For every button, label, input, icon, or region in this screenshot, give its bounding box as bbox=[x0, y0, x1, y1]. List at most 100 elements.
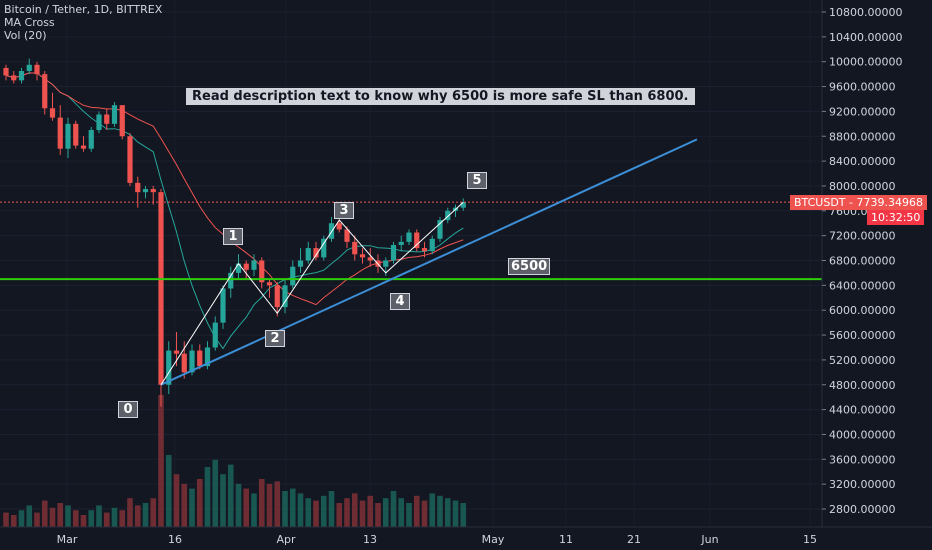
candlesticks bbox=[3, 58, 466, 407]
chart-grid bbox=[0, 11, 822, 510]
time-tick-label: May bbox=[482, 533, 505, 546]
volume-bars bbox=[3, 395, 467, 527]
candle-body bbox=[367, 257, 373, 261]
volume-bar bbox=[297, 493, 304, 527]
price-tick-label: 8000.00000 bbox=[829, 180, 895, 193]
volume-bar bbox=[134, 505, 141, 527]
volume-bar bbox=[320, 495, 327, 527]
volume-bar bbox=[34, 512, 40, 527]
volume-bar bbox=[196, 479, 203, 527]
candle-body bbox=[104, 114, 110, 124]
symbol-title: Bitcoin / Tether, 1D, BITTREX bbox=[4, 3, 163, 16]
candle-body bbox=[212, 322, 218, 348]
candle-body bbox=[321, 238, 327, 258]
candle-body bbox=[228, 272, 234, 289]
candle-body bbox=[390, 244, 397, 261]
candle-body bbox=[437, 220, 443, 239]
candle-body bbox=[220, 288, 226, 323]
candle-body bbox=[142, 189, 149, 193]
candle-body bbox=[111, 105, 118, 124]
candle-body bbox=[57, 117, 63, 149]
candle-body bbox=[297, 260, 304, 267]
candle-body bbox=[259, 260, 265, 283]
price-tick-label: 6800.00000 bbox=[829, 255, 895, 268]
volume-bar bbox=[351, 493, 358, 527]
ma-cross-indicator-label[interactable]: MA Cross bbox=[4, 16, 55, 29]
drawings bbox=[0, 138, 822, 386]
volume-indicator-label[interactable]: Vol (20) bbox=[4, 29, 47, 42]
candle-body bbox=[305, 248, 311, 261]
volume-bar bbox=[390, 491, 397, 527]
price-tick-label: 9600.00000 bbox=[829, 81, 895, 94]
volume-bar bbox=[72, 510, 79, 527]
candle-body bbox=[166, 350, 172, 385]
price-tick-label: 5200.00000 bbox=[829, 354, 895, 367]
candle-body bbox=[181, 353, 187, 373]
candle-body bbox=[421, 248, 428, 252]
candle-body bbox=[158, 192, 164, 385]
volume-bar bbox=[367, 495, 374, 527]
wave-label-5[interactable]: 5 bbox=[467, 172, 487, 189]
chart-legend: Bitcoin / Tether, 1D, BITTREX MA Cross V… bbox=[4, 3, 162, 42]
time-tick-label: 16 bbox=[168, 533, 182, 546]
candle-body bbox=[398, 241, 404, 245]
time-axis: Mar 16 Apr 13 May 11 21 Jun 15 bbox=[0, 526, 932, 546]
candle-body bbox=[406, 232, 412, 242]
wave-label-1[interactable]: 1 bbox=[223, 228, 243, 245]
volume-bar bbox=[243, 488, 250, 527]
candle-body bbox=[383, 260, 389, 267]
price-tick-label: 10800.00000 bbox=[829, 6, 902, 19]
ascending-trendline bbox=[160, 138, 698, 386]
candle-body bbox=[150, 189, 156, 193]
volume-bar bbox=[119, 510, 126, 527]
price-tick-label: 4400.00000 bbox=[829, 404, 895, 417]
volume-bar bbox=[49, 507, 56, 527]
volume-bar bbox=[282, 491, 288, 527]
candle-body bbox=[445, 210, 451, 221]
candle-body bbox=[189, 350, 195, 373]
price-tick-label: 3600.00000 bbox=[829, 453, 895, 466]
volume-bar bbox=[10, 515, 17, 527]
candle-body bbox=[80, 145, 87, 149]
price-tick-label: 6000.00000 bbox=[829, 304, 895, 317]
volume-bar bbox=[111, 507, 118, 527]
candle-body bbox=[88, 130, 94, 149]
time-tick-label: Mar bbox=[57, 533, 78, 546]
price-tick-label: 7200.00000 bbox=[829, 230, 895, 243]
wave-label-3[interactable]: 3 bbox=[334, 202, 354, 219]
volume-bar bbox=[204, 467, 211, 527]
volume-bar bbox=[57, 503, 64, 527]
price-tick-label: 6400.00000 bbox=[829, 279, 895, 292]
time-tick-label: 13 bbox=[363, 533, 377, 546]
volume-bar bbox=[80, 515, 87, 527]
wave-label-4[interactable]: 4 bbox=[390, 293, 410, 310]
candle-body bbox=[34, 64, 40, 75]
volume-bar bbox=[266, 483, 273, 527]
price-tag-value: 7739.34968 bbox=[856, 196, 923, 209]
time-tick-label: Apr bbox=[276, 533, 296, 546]
candle-body bbox=[235, 263, 242, 273]
candle-body bbox=[65, 123, 71, 149]
volume-bar bbox=[235, 483, 242, 527]
wave-label-0[interactable]: 0 bbox=[118, 401, 138, 418]
volume-bar bbox=[103, 512, 110, 527]
volume-bar bbox=[421, 500, 428, 527]
elliott-wave-path bbox=[160, 201, 464, 386]
volume-bar bbox=[452, 500, 459, 527]
volume-bar bbox=[429, 493, 436, 527]
volume-bar bbox=[460, 503, 467, 527]
level-label-6500[interactable]: 6500 bbox=[508, 258, 551, 275]
price-tick-label: 5600.00000 bbox=[829, 329, 895, 342]
candle-body bbox=[11, 75, 17, 81]
candle-body bbox=[243, 263, 249, 270]
volume-bar bbox=[96, 505, 102, 527]
annotation-note[interactable]: Read description text to know why 6500 i… bbox=[186, 88, 695, 105]
candle-body bbox=[173, 350, 180, 354]
price-tag-symbol: BTCUSDT bbox=[794, 196, 846, 209]
volume-bar bbox=[289, 488, 296, 527]
candle-body bbox=[290, 266, 296, 286]
volume-bar bbox=[382, 498, 389, 527]
wave-label-2[interactable]: 2 bbox=[265, 330, 285, 347]
volume-bar bbox=[336, 503, 343, 527]
